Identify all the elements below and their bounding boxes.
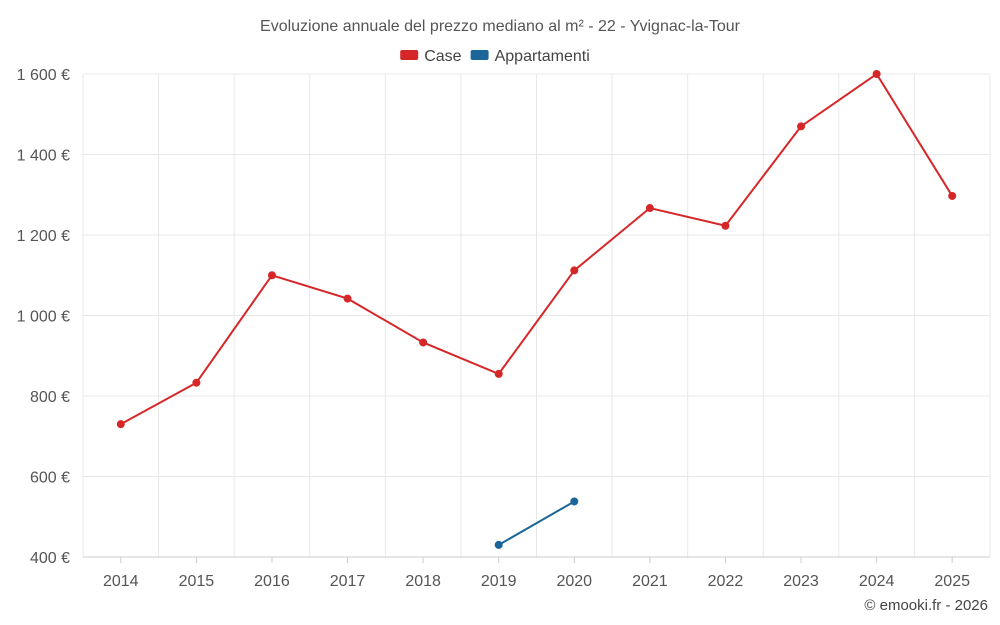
credit-text: © emooki.fr - 2026 <box>864 597 988 614</box>
x-tick-label: 2023 <box>783 573 819 590</box>
y-tick-label: 1 200 € <box>17 228 70 245</box>
data-point[interactable] <box>116 420 125 429</box>
data-point[interactable] <box>570 497 579 506</box>
data-point[interactable] <box>192 378 201 387</box>
legend-label: Appartamenti <box>495 48 590 65</box>
x-tick-label: 2015 <box>179 573 215 590</box>
y-tick-label: 1 400 € <box>17 148 70 165</box>
series-line <box>120 72 954 426</box>
x-tick-label: 2017 <box>330 573 366 590</box>
x-tick-label: 2014 <box>103 573 139 590</box>
legend-item-1[interactable]: Case <box>400 48 462 65</box>
legend: Case Appartamenti <box>400 48 590 65</box>
x-tick-label: 2018 <box>405 573 441 590</box>
legend-label: Case <box>424 48 461 65</box>
x-tick-label: 2020 <box>556 573 592 590</box>
y-tick-label: 600 € <box>30 470 70 487</box>
x-tick-label: 2021 <box>632 573 668 590</box>
y-tick-label: 1 600 € <box>17 67 70 84</box>
y-tick-label: 1 000 € <box>17 309 70 326</box>
x-tick-label: 2025 <box>934 573 970 590</box>
grid <box>82 73 991 557</box>
series-layer <box>116 70 957 549</box>
data-point[interactable] <box>872 70 881 78</box>
data-point[interactable] <box>419 338 428 347</box>
series-2 <box>494 497 579 549</box>
data-point[interactable] <box>494 540 503 549</box>
data-point[interactable] <box>645 204 654 213</box>
legend-swatch <box>400 50 419 60</box>
series-line <box>498 500 575 546</box>
y-tick-label: 400 € <box>30 550 70 567</box>
data-point[interactable] <box>948 191 957 200</box>
y-tick-label: 800 € <box>30 389 70 406</box>
x-tick-label: 2024 <box>859 573 895 590</box>
legend-item-2[interactable]: Appartamenti <box>470 48 590 65</box>
legend-swatch <box>470 50 489 60</box>
x-tick-label: 2019 <box>481 573 517 590</box>
data-point[interactable] <box>570 266 579 275</box>
data-point[interactable] <box>721 221 730 230</box>
x-tick-label: 2022 <box>708 573 744 590</box>
data-point[interactable] <box>494 369 503 378</box>
data-point[interactable] <box>267 271 276 280</box>
axes: 400 € 600 € 800 € 1 000 € 1 200 € 1 400 € 1 60… <box>17 67 990 590</box>
data-point[interactable] <box>343 294 352 303</box>
chart-title: Evoluzione annuale del prezzo mediano al… <box>260 18 741 35</box>
series-1 <box>116 70 957 429</box>
x-tick-label: 2016 <box>254 573 290 590</box>
data-point[interactable] <box>797 122 806 131</box>
